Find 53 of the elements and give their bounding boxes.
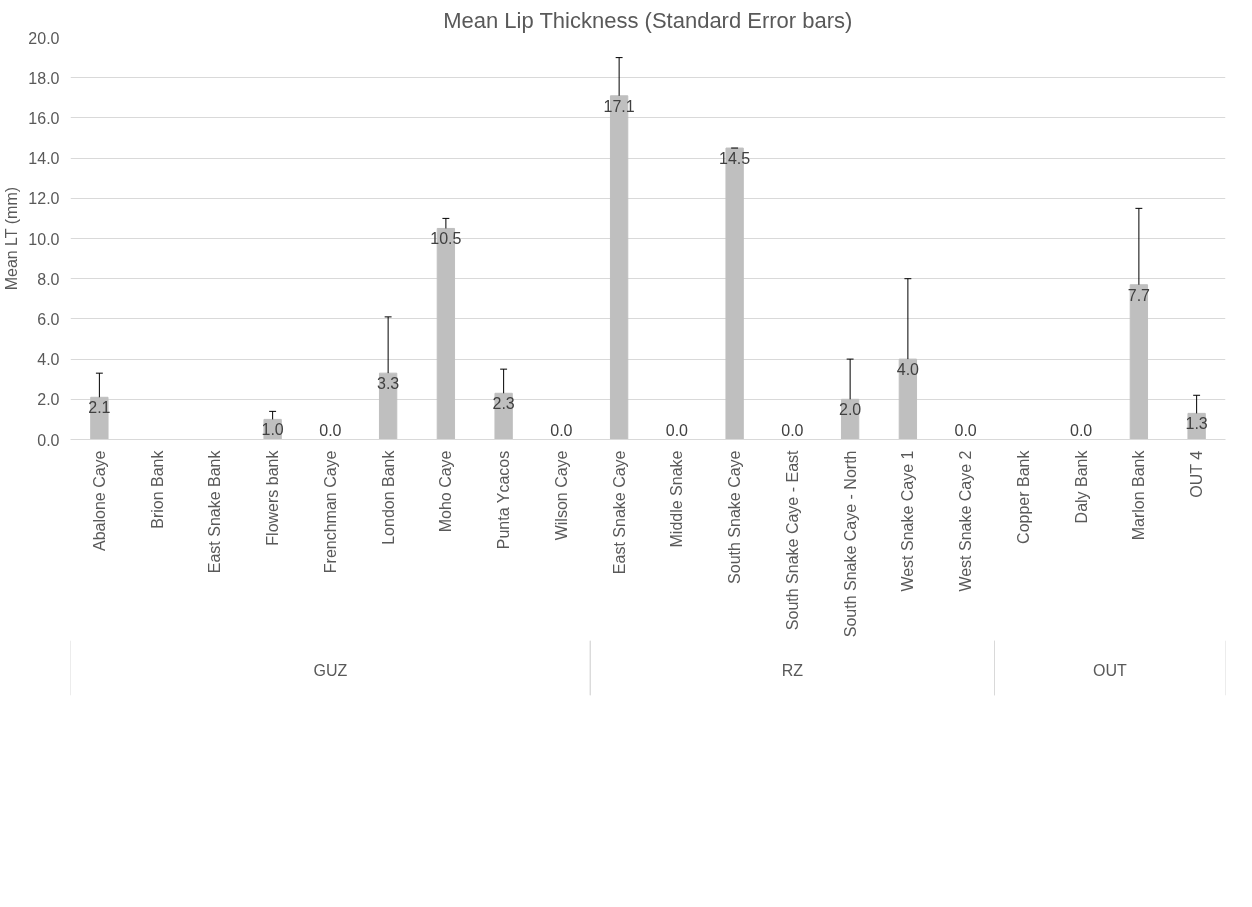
y-axis-title: Mean LT (mm) [3, 186, 21, 291]
chart-title: Mean Lip Thickness (Standard Error bars) [443, 7, 853, 33]
text: OUT [1093, 662, 1128, 680]
text: GUZ [313, 662, 348, 680]
y-tick-label: 14.0 [28, 150, 60, 168]
y-tick-label: 6.0 [37, 310, 60, 328]
data-label: 2.0 [839, 401, 862, 419]
x-tick-label: Moho Caye [437, 450, 455, 533]
x-tick-label: Punta Ycacos [495, 450, 513, 550]
y-tick-label: 2.0 [37, 391, 60, 409]
y-tick-label: 4.0 [37, 351, 60, 369]
y-tick-label: 16.0 [28, 109, 60, 127]
y-tick-label: 8.0 [37, 270, 60, 288]
x-tick-label: Copper Bank [1014, 449, 1032, 544]
x-tick-label: East Snake Caye [610, 450, 628, 575]
x-tick-label: Abalone Caye [90, 450, 108, 552]
x-tick-label: Brion Bank [148, 449, 166, 529]
text: RZ [781, 662, 804, 680]
data-label: 0.0 [954, 421, 977, 439]
data-label: 10.5 [430, 230, 462, 248]
x-tick-label: South Snake Caye - North [841, 450, 859, 638]
data-label: 4.0 [896, 361, 920, 379]
y-tick-label: 10.0 [28, 230, 60, 248]
y-tick-label: 20.0 [28, 29, 60, 47]
x-tick-label: East Snake Bank [206, 449, 224, 574]
data-label: 17.1 [603, 97, 635, 115]
x-tick-label: Flowers bank [264, 449, 282, 546]
data-label: 0.0 [319, 421, 342, 439]
data-label: 0.0 [550, 421, 573, 439]
x-tick-label: Frenchman Caye [321, 450, 339, 574]
x-tick-label: South Snake Caye [726, 450, 744, 584]
x-tick-label: Marlon Bank [1130, 449, 1148, 541]
x-tick-label: South Snake Caye - East [783, 449, 801, 631]
x-tick-label: Middle Snake [668, 450, 686, 548]
data-label: 1.3 [1185, 415, 1208, 433]
data-label: 0.0 [665, 421, 689, 439]
x-tick-label: West Snake Caye 1 [899, 450, 917, 592]
x-tick-label: London Bank [379, 449, 397, 545]
x-tick-label: Wilson Caye [552, 450, 570, 541]
data-label: 2.1 [88, 399, 111, 417]
x-tick-label: West Snake Caye 2 [957, 450, 975, 592]
data-label: 14.5 [719, 150, 751, 168]
data-label: 7.7 [1127, 286, 1151, 304]
data-label: 0.0 [1070, 421, 1093, 439]
y-tick-label: 12.0 [28, 190, 60, 208]
x-tick-label: OUT 4 [1188, 450, 1206, 498]
y-tick-label: 18.0 [28, 69, 60, 87]
data-label: 2.3 [492, 395, 515, 413]
data-label: 3.3 [377, 375, 400, 393]
data-label: 0.0 [781, 421, 804, 439]
x-tick-label: Daly Bank [1072, 449, 1090, 524]
data-label: 1.0 [261, 421, 284, 439]
y-tick-label: 0.0 [37, 431, 60, 449]
